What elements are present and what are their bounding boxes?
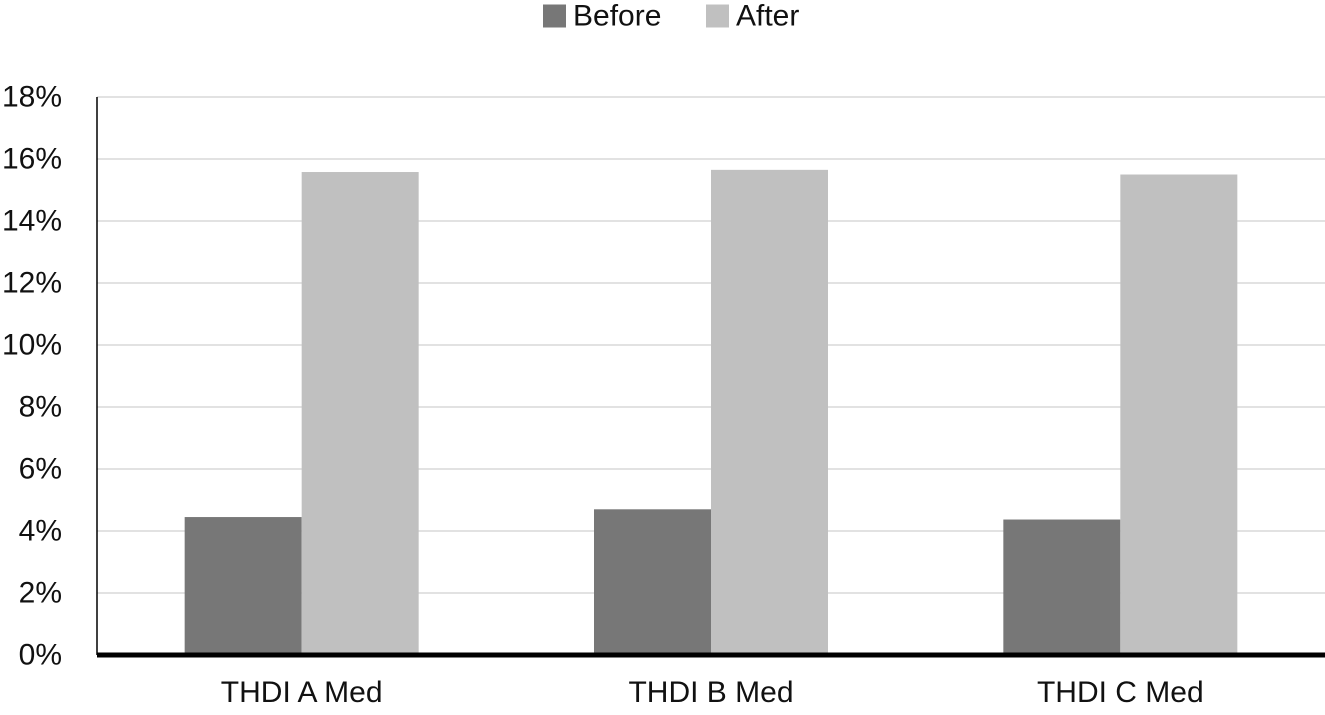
y-tick-label: 12% — [2, 267, 62, 300]
bar-before-1 — [184, 517, 302, 655]
bar-after-1 — [301, 172, 419, 655]
y-tick-label: 6% — [19, 453, 62, 486]
y-tick-label: 0% — [19, 639, 62, 672]
y-tick-label: 16% — [2, 143, 62, 176]
legend-label-before: Before — [573, 0, 661, 33]
legend-label-after: After — [736, 0, 799, 33]
bar-after-3 — [1120, 174, 1238, 655]
x-category-label: THDI A Med — [221, 676, 383, 709]
y-tick-label: 8% — [19, 391, 62, 424]
y-tick-label: 10% — [2, 329, 62, 362]
bar-before-2 — [594, 509, 711, 655]
y-tick-label: 14% — [2, 205, 62, 238]
y-tick-label: 18% — [2, 81, 62, 114]
x-category-label: THDI B Med — [628, 676, 793, 709]
y-tick-label: 4% — [19, 515, 62, 548]
x-axis: THDI A Med THDI B Med THDI C Med — [97, 652, 1325, 709]
legend-swatch-before — [543, 4, 566, 28]
y-tick-label: 2% — [19, 577, 62, 610]
bar-after-2 — [711, 169, 828, 655]
legend-swatch-after — [706, 4, 729, 28]
bar-before-3 — [1003, 519, 1121, 655]
x-category-label: THDI C Med — [1037, 676, 1204, 709]
legend: Before After — [543, 0, 799, 33]
bars — [184, 169, 1238, 655]
y-axis: 0% 2% 4% 6% 8% 10% 12% 14% 16% 18% — [2, 81, 98, 672]
